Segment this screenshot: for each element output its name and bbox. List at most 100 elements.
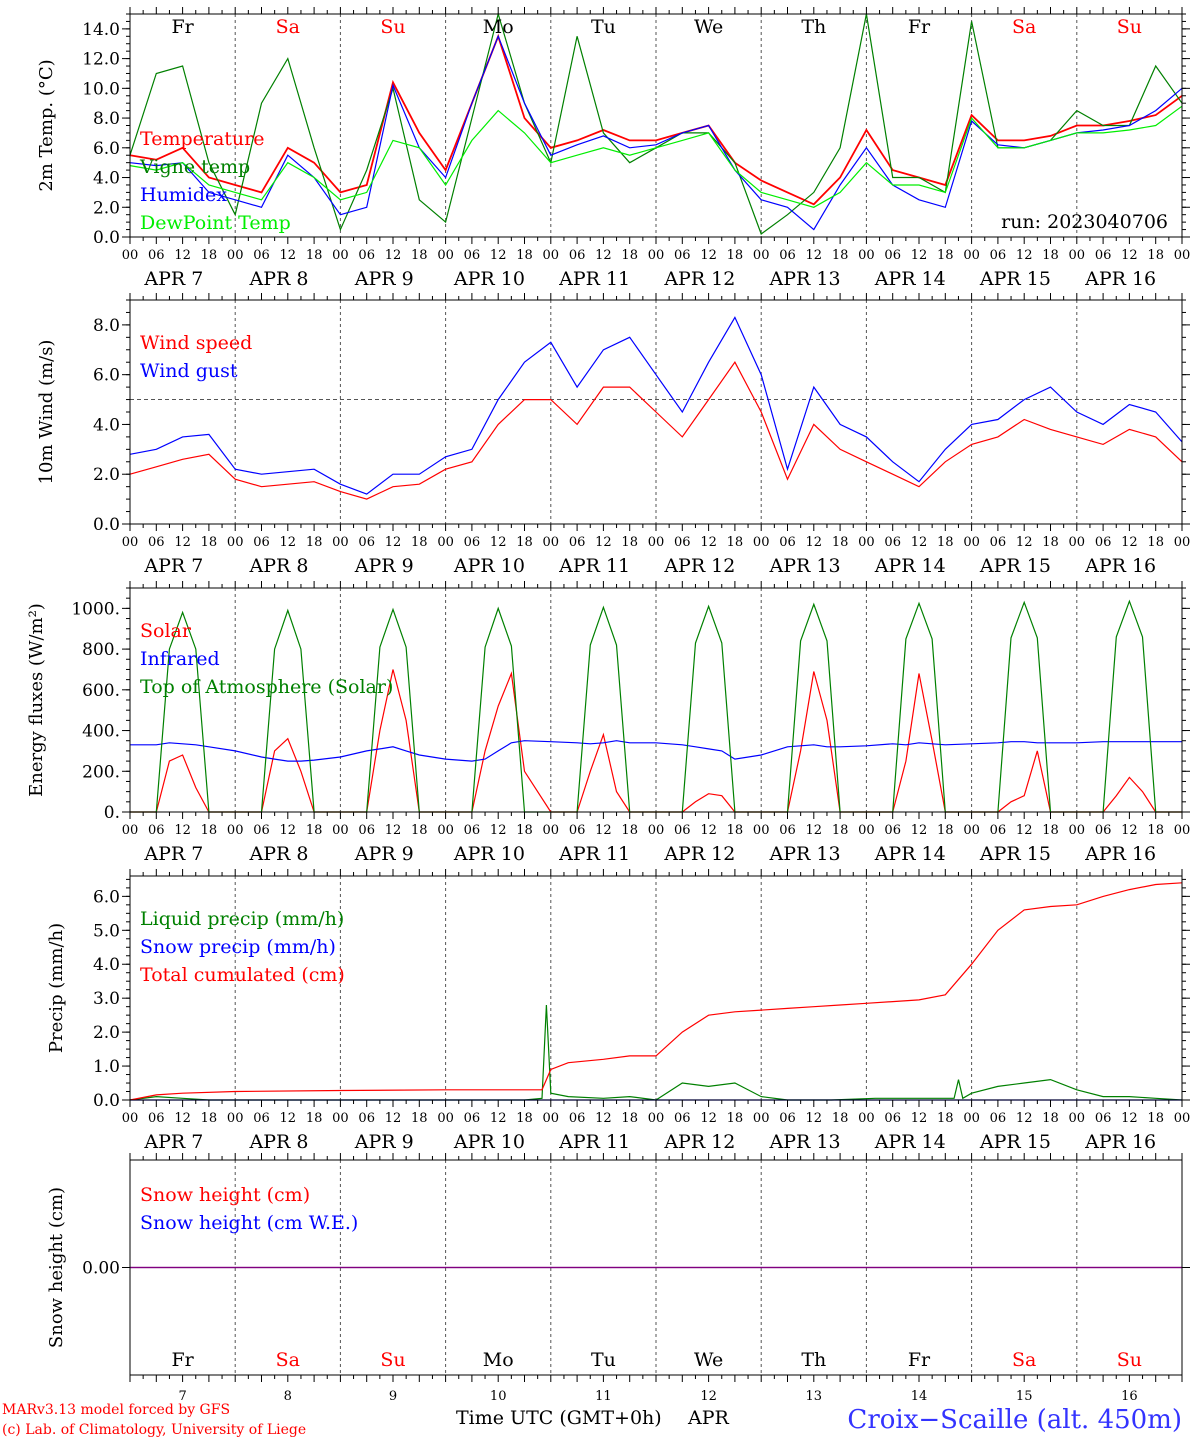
- hour-tick-label: 06: [990, 248, 1007, 263]
- y-axis-label: 2m Temp. (°C): [36, 59, 57, 191]
- hour-tick-label: 18: [727, 248, 744, 263]
- hour-tick-label: 00: [753, 1111, 770, 1126]
- y-tick-label: 14.0: [82, 20, 120, 40]
- date-label: APR 10: [453, 1131, 525, 1153]
- hour-tick-label: 06: [569, 1111, 586, 1126]
- hour-tick-label: 00: [858, 535, 875, 550]
- hour-tick-label: 00: [963, 823, 980, 838]
- hour-tick-label: 00: [1174, 248, 1191, 263]
- y-axis-label: Energy fluxes (W/m²): [26, 603, 47, 797]
- date-label: APR 11: [558, 1131, 630, 1153]
- hour-tick-label: 00: [437, 823, 454, 838]
- hour-tick-label: 18: [1042, 823, 1059, 838]
- hour-tick-label: 00: [332, 248, 349, 263]
- hour-tick-label: 06: [253, 535, 270, 550]
- hour-tick-label: 18: [516, 248, 533, 263]
- hour-tick-label: 06: [253, 248, 270, 263]
- hour-tick-label: 18: [937, 535, 954, 550]
- hour-tick-label: 00: [122, 535, 139, 550]
- weekday-label: Su: [1117, 1349, 1142, 1371]
- hour-tick-label: 06: [464, 1111, 481, 1126]
- weekday-label: Sa: [1012, 16, 1036, 38]
- hour-tick-label: 12: [911, 823, 928, 838]
- hour-tick-label: 00: [1174, 1111, 1191, 1126]
- weekday-label: Su: [380, 1349, 405, 1371]
- hour-tick-label: 06: [148, 823, 165, 838]
- y-tick-label: 12.0: [82, 50, 120, 70]
- hour-tick-label: 18: [1147, 248, 1164, 263]
- series-line: [129, 882, 1183, 1101]
- hour-tick-label: 12: [595, 823, 612, 838]
- hour-tick-label: 06: [148, 248, 165, 263]
- legend-entry: Infrared: [140, 648, 220, 670]
- y-tick-label: 800.: [82, 640, 120, 660]
- hour-tick-label: 00: [753, 248, 770, 263]
- hour-tick-label: 06: [674, 1111, 691, 1126]
- x-axis-month: APR: [687, 1407, 730, 1429]
- hour-tick-label: 06: [884, 823, 901, 838]
- date-label: APR 13: [769, 555, 841, 577]
- y-tick-label: 200.: [82, 762, 120, 782]
- hour-tick-label: 18: [201, 248, 218, 263]
- y-axis-label: Snow height (cm): [46, 1187, 67, 1348]
- y-tick-label: 0.: [104, 803, 120, 823]
- date-label: APR 16: [1084, 268, 1156, 290]
- footer-lab: (c) Lab. of Climatology, University of L…: [2, 1422, 306, 1438]
- hour-tick-label: 12: [806, 248, 823, 263]
- day-number-label: 15: [1016, 1389, 1033, 1404]
- hour-tick-label: 12: [595, 535, 612, 550]
- hour-tick-label: 06: [884, 535, 901, 550]
- legend-entry: Snow height (cm W.E.): [140, 1212, 358, 1234]
- hour-tick-label: 12: [1016, 248, 1033, 263]
- date-label: APR 13: [769, 268, 841, 290]
- hour-tick-label: 06: [990, 823, 1007, 838]
- y-axis-label: Precip (mm/h): [46, 923, 67, 1053]
- weekday-label: Th: [801, 1349, 826, 1371]
- y-tick-label: 6.0: [93, 887, 120, 907]
- hour-tick-label: 12: [385, 823, 402, 838]
- date-label: APR 14: [874, 1131, 946, 1153]
- hour-tick-label: 06: [1095, 248, 1112, 263]
- series-line: [129, 33, 1183, 206]
- date-label: APR 12: [663, 1131, 735, 1153]
- hour-tick-label: 18: [727, 535, 744, 550]
- hour-tick-label: 00: [227, 823, 244, 838]
- legend-entry: Humidex: [140, 184, 227, 206]
- hour-tick-label: 18: [516, 1111, 533, 1126]
- weekday-label: Su: [1117, 16, 1142, 38]
- date-label: APR 10: [453, 555, 525, 577]
- hour-tick-label: 00: [437, 1111, 454, 1126]
- hour-tick-label: 06: [148, 535, 165, 550]
- hour-tick-label: 00: [963, 248, 980, 263]
- hour-tick-label: 18: [832, 535, 849, 550]
- y-tick-label: 6.0: [93, 366, 120, 386]
- date-label: APR 10: [453, 268, 525, 290]
- y-tick-label: 2.0: [93, 198, 120, 218]
- hour-tick-label: 06: [569, 248, 586, 263]
- legend-entry: Snow precip (mm/h): [140, 936, 336, 958]
- series-line: [129, 316, 1183, 495]
- hour-tick-label: 00: [227, 535, 244, 550]
- panel-frame: [129, 13, 1183, 238]
- weekday-label: Fr: [171, 16, 194, 38]
- weekday-label: Tu: [591, 16, 616, 38]
- hour-tick-label: 00: [437, 248, 454, 263]
- day-number-label: 13: [806, 1389, 823, 1404]
- hour-tick-label: 00: [227, 248, 244, 263]
- y-tick-label: 10.0: [82, 79, 120, 99]
- date-label: APR 13: [769, 843, 841, 865]
- hour-tick-label: 06: [674, 535, 691, 550]
- hour-tick-label: 12: [174, 1111, 191, 1126]
- day-number-label: 16: [1121, 1389, 1138, 1404]
- date-label: APR 7: [143, 268, 203, 290]
- legend-entry: Vigne temp: [139, 156, 250, 178]
- weekday-label: Fr: [908, 16, 931, 38]
- hour-tick-label: 00: [1174, 823, 1191, 838]
- hour-tick-label: 06: [148, 1111, 165, 1126]
- hour-tick-label: 06: [990, 1111, 1007, 1126]
- hour-tick-label: 12: [280, 248, 297, 263]
- weekday-label: Fr: [171, 1349, 194, 1371]
- hour-tick-label: 00: [122, 1111, 139, 1126]
- hour-tick-label: 06: [253, 823, 270, 838]
